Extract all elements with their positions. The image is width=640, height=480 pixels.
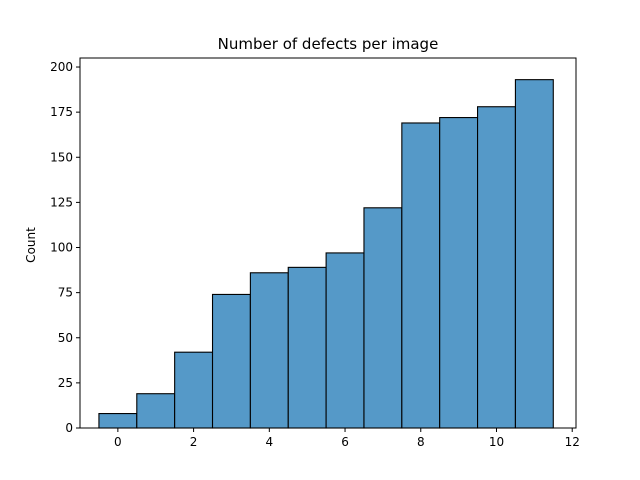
histogram-bar (439, 117, 479, 429)
chart-title: Number of defects per image (218, 35, 439, 53)
y-tick-label: 125 (50, 195, 73, 209)
x-tick-label: 6 (341, 435, 349, 449)
x-tick-label: 12 (565, 435, 580, 449)
y-axis-label: Count (24, 227, 38, 263)
y-tick-label: 175 (50, 105, 73, 119)
histogram-bar (98, 413, 138, 429)
y-tick-label: 0 (65, 421, 73, 435)
histogram-bar (249, 272, 289, 429)
plot-frame (79, 57, 577, 429)
histogram-bar (514, 79, 554, 429)
y-tick-label: 50 (58, 331, 73, 345)
histogram-bar (287, 266, 327, 429)
bars-group (98, 79, 554, 429)
y-tick-label: 25 (58, 376, 73, 390)
histogram-bar (174, 351, 214, 429)
x-tick-label: 8 (417, 435, 425, 449)
histogram-bar (363, 207, 403, 429)
y-axis: 0 25 50 75 100 125 150 175 200 (50, 60, 80, 435)
x-tick-label: 0 (114, 435, 122, 449)
x-tick-label: 10 (489, 435, 504, 449)
histogram-bar (401, 122, 441, 429)
histogram-bar (136, 393, 176, 429)
x-axis: 0 2 4 6 8 10 12 (114, 428, 580, 449)
y-tick-label: 150 (50, 150, 73, 164)
x-tick-label: 4 (265, 435, 273, 449)
x-tick-label: 2 (190, 435, 198, 449)
y-tick-label: 200 (50, 60, 73, 74)
y-tick-label: 75 (58, 286, 73, 300)
histogram-bar (211, 293, 251, 429)
y-tick-label: 100 (50, 241, 73, 255)
histogram-bar (325, 252, 365, 429)
histogram-bar (477, 106, 516, 429)
